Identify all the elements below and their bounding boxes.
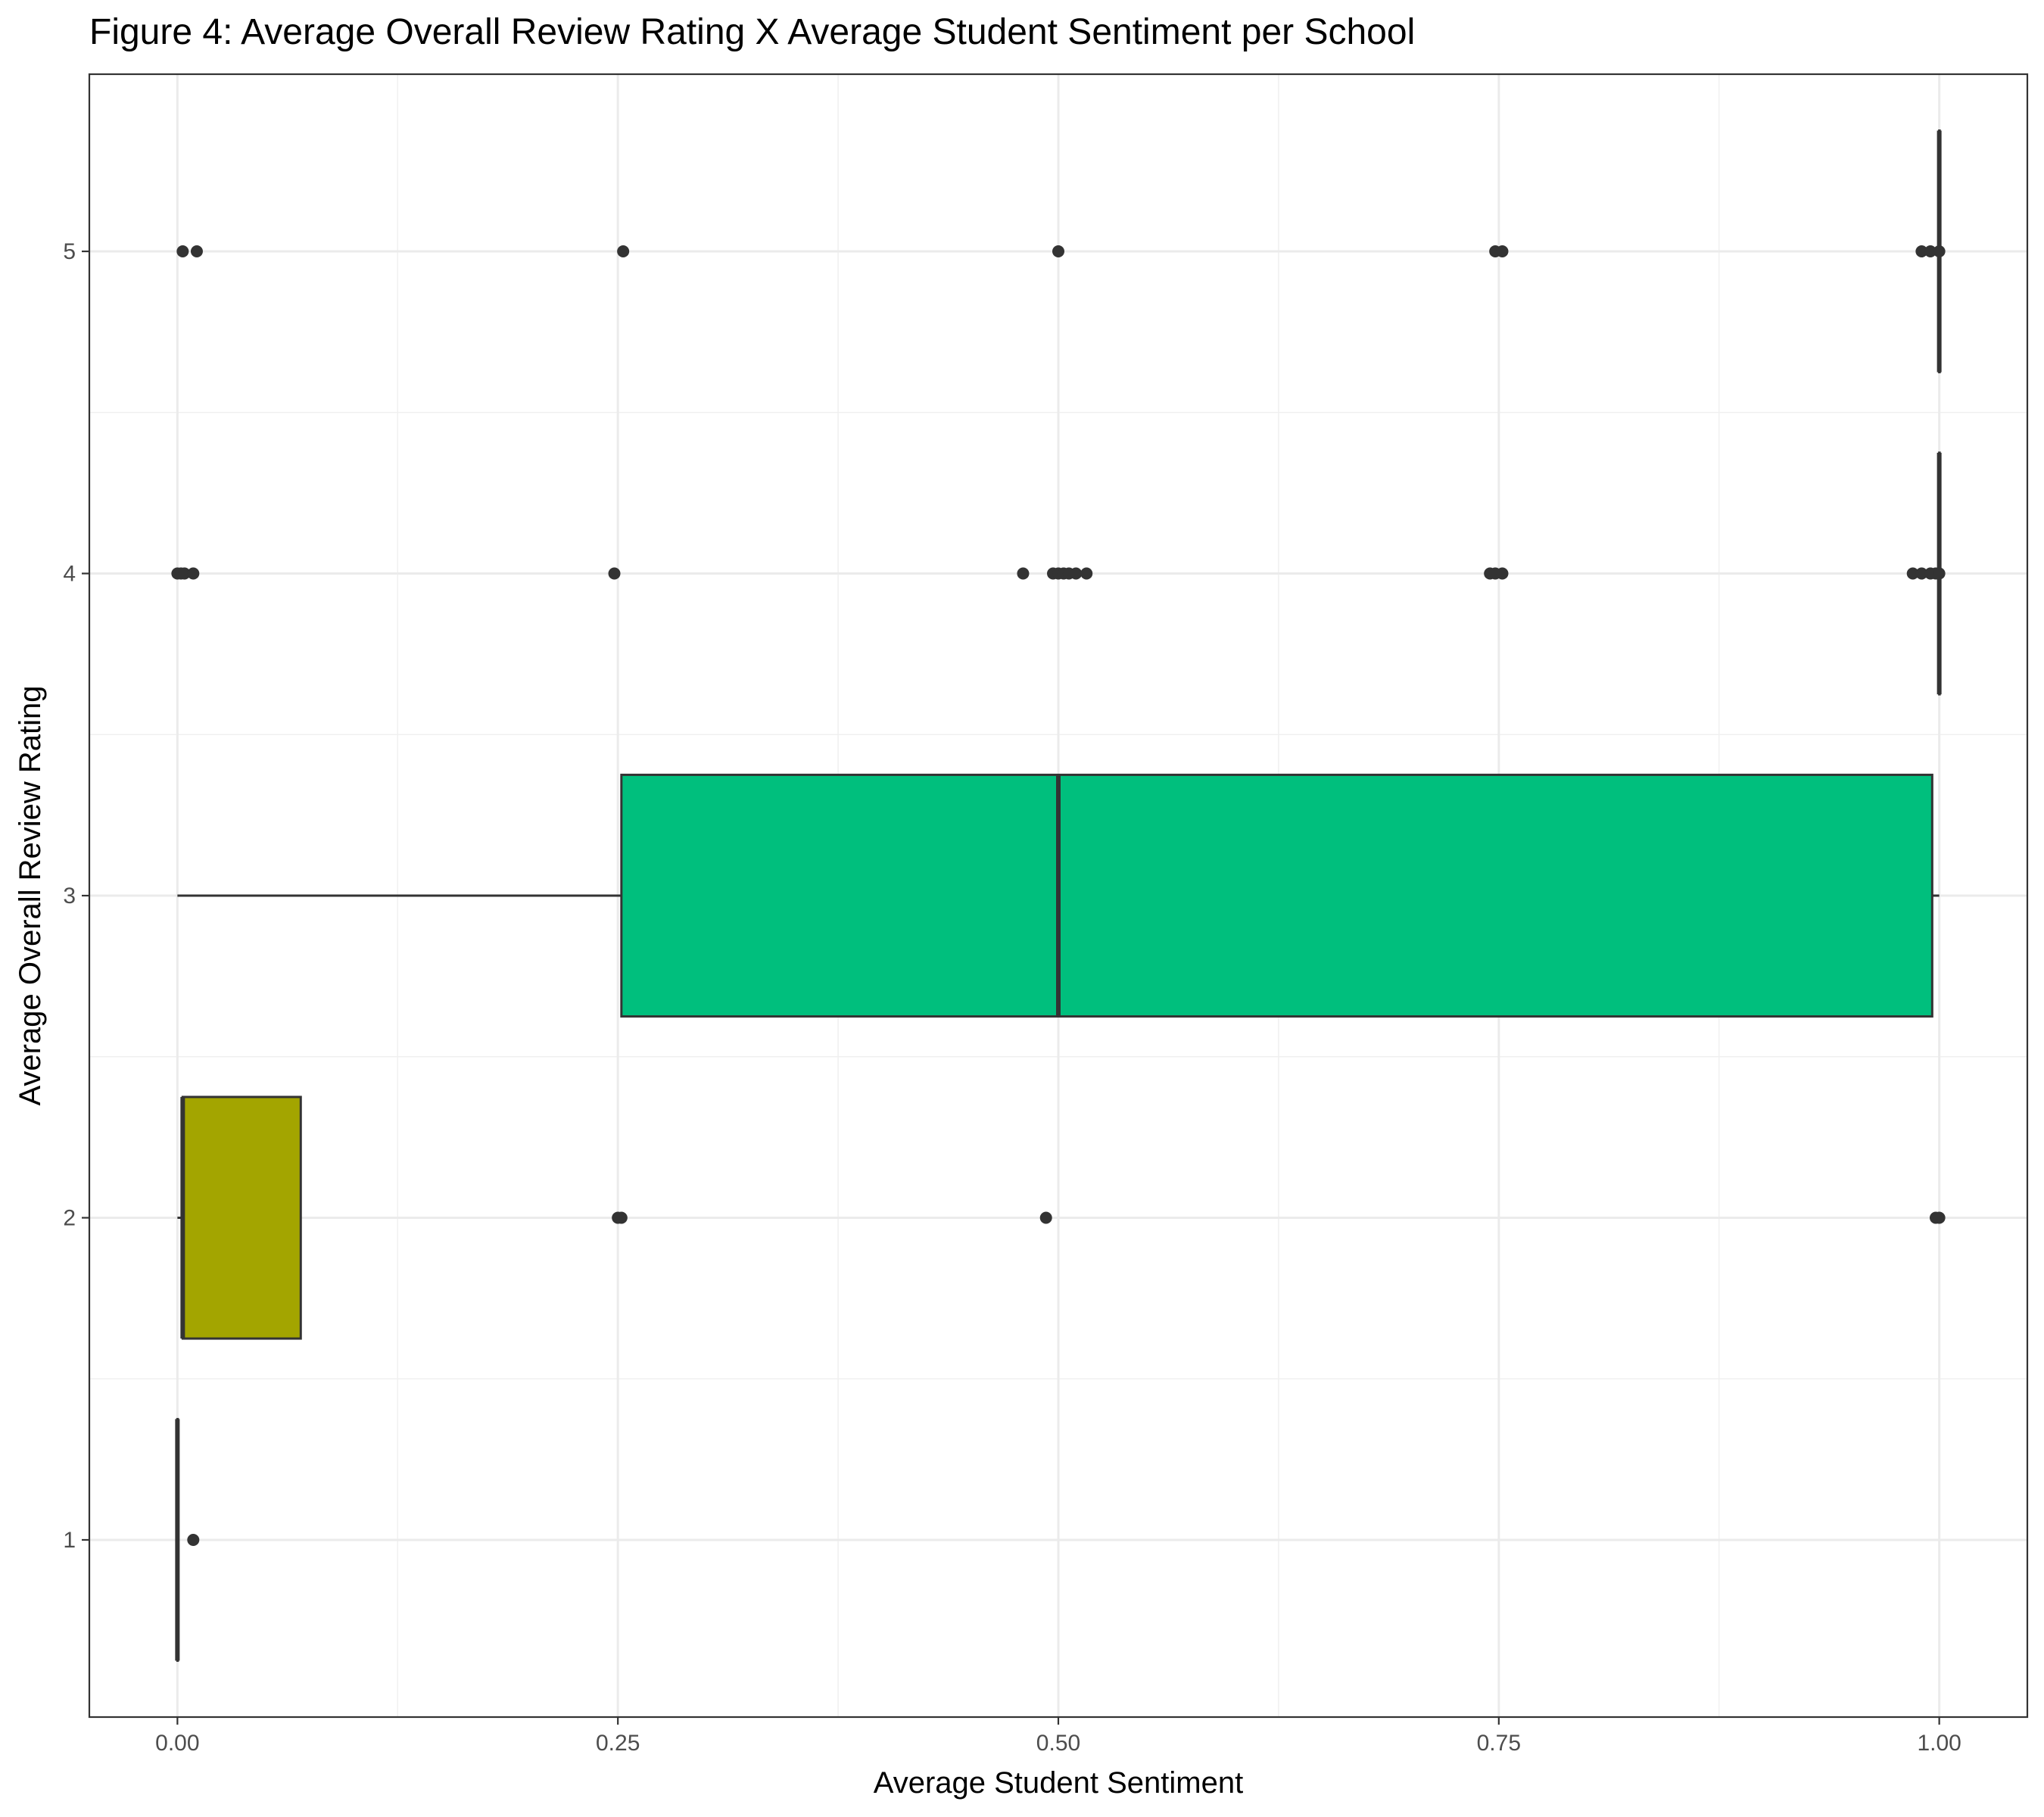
outlier-point [1080,567,1093,580]
x-axis-title: Average Student Sentiment [874,1766,1243,1800]
outlier-point [1496,245,1509,258]
axis-layer: 0.00 0.25 0.50 0.75 1.00 1 2 3 4 5 [63,239,1961,1756]
outlier-layer [171,245,1946,1546]
outlier-point [1933,245,1946,258]
outlier-point [1924,245,1937,258]
outlier-point [1915,567,1928,580]
outlier-point [617,245,630,258]
outlier-point [615,1211,628,1224]
outlier-point [187,1533,200,1546]
outlier-point [1933,1211,1946,1224]
outlier-point [1017,567,1030,580]
y-tick-label: 1 [63,1528,76,1553]
outlier-point [608,567,621,580]
y-axis-title: Average Overall Review Rating [14,685,47,1105]
x-tick-label: 0.00 [155,1731,199,1756]
outlier-point [1070,567,1083,580]
outlier-point [176,245,189,258]
y-tick-label: 4 [63,562,76,587]
box-body [620,773,1933,1018]
outlier-point [187,567,200,580]
y-tick-label: 5 [63,239,76,264]
outlier-point [178,567,191,580]
outlier-point [1933,567,1946,580]
outlier-point [1039,1211,1052,1224]
x-tick-label: 0.25 [596,1731,640,1756]
outlier-point [1052,245,1064,258]
x-tick-label: 0.50 [1036,1731,1080,1756]
chart-title: Figure 4: Average Overall Review Rating … [89,12,1415,52]
outlier-point [1906,567,1919,580]
y-tick-label: 3 [63,884,76,908]
x-tick-label: 1.00 [1917,1731,1961,1756]
outlier-point [190,245,203,258]
outlier-point [1496,567,1509,580]
outlier-point [1915,245,1928,258]
y-tick-label: 2 [63,1205,76,1230]
box-body [181,1095,302,1340]
x-tick-label: 0.75 [1477,1731,1521,1756]
box-layer [175,129,1942,1663]
